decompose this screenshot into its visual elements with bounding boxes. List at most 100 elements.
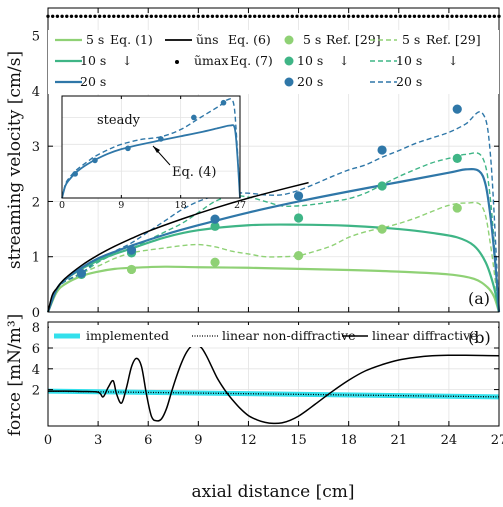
a-series-4-dot-51	[285, 14, 290, 18]
a-series-4-dot-61	[332, 14, 337, 18]
legend-20s-ref-swatch	[284, 77, 294, 87]
a-series-4-dot-93	[483, 14, 487, 18]
a-ytick-label-3: 3	[32, 140, 40, 155]
panel-b-ticks: 03691215182124272468	[32, 321, 503, 448]
b-ytick-label-0: 2	[32, 384, 40, 399]
legend-implemented-label: implemented	[86, 328, 169, 343]
inset-series-2-marker-4	[191, 114, 197, 121]
inset-ticks: 0 9 18 27	[59, 96, 246, 211]
inset-frame	[61, 95, 241, 199]
a-series-7-marker-4	[377, 145, 387, 155]
a-series-4-dot-44	[253, 14, 257, 18]
a-series-4-dot-75	[398, 14, 403, 18]
a-series-2-line	[46, 168, 501, 313]
a-series-4-dot-28	[177, 14, 182, 18]
b-xtick-label-6: 18	[340, 433, 357, 448]
inset-series-1-line	[61, 98, 241, 199]
a-ytick-label-0: 0	[32, 306, 40, 321]
a-series-4-dot-50	[281, 14, 285, 18]
a-series-4-dot-3	[60, 14, 64, 18]
y-axis-label-a: streaming velocity [cm/s]	[5, 51, 25, 269]
a-series-4-dot-57	[314, 14, 318, 18]
a-series-4-dot-71	[379, 14, 384, 18]
a-series-7-marker-3	[293, 191, 304, 201]
inset-xtick-label-1: 9	[118, 200, 124, 211]
legend-diff-label: linear diffractive	[372, 328, 478, 343]
a-series-4-dot-31	[191, 14, 196, 18]
a-series-4-dot-18	[130, 14, 135, 18]
panel-a-legend: 5 s Eq. (1) 10 s ↓ 20 s ũns Eq. (6) ũmax…	[48, 30, 499, 94]
a-series-6-marker-2	[210, 221, 220, 231]
a-series-6-marker-3	[293, 213, 304, 223]
a-series-4-dot-12	[102, 14, 107, 18]
legend-a-background	[48, 30, 499, 94]
panel-b-frame	[47, 321, 500, 427]
a-series-4-dot-43	[248, 14, 252, 18]
a-series-4-dot-2	[55, 14, 60, 18]
a-series-4-dot-36	[215, 14, 219, 18]
x-axis-label: axial distance [cm]	[192, 482, 355, 502]
panel-b-legend: implemented linear non-diffractive linea…	[49, 325, 498, 347]
a-series-3-line	[47, 181, 309, 313]
a-series-4-dot-14	[112, 14, 116, 18]
a-series-4-dot-15	[116, 14, 121, 18]
inset-series	[61, 98, 241, 199]
inset-xtick-label-2: 18	[175, 200, 187, 211]
legend-10s-ref-label: 10 s	[297, 53, 323, 68]
a-series-4-dot-54	[299, 14, 304, 18]
panel-a-frame	[47, 7, 500, 313]
a-series-4-dot-1	[50, 14, 55, 18]
a-series-4-dot-84	[440, 14, 445, 18]
legend-nondiff-label: linear non-diffractive	[222, 328, 355, 343]
inset-series-2-marker-3	[158, 136, 164, 142]
a-series-4-dot-29	[182, 14, 186, 18]
a-series-7-marker-0	[76, 268, 87, 278]
b-xtick-label-0: 0	[44, 433, 52, 448]
a-series-4-dot-39	[229, 14, 233, 18]
legend-20s-dashed-label: 20 s	[396, 74, 422, 89]
a-series-4-dot-53	[295, 14, 299, 18]
b-xtick-label-1: 3	[94, 433, 102, 448]
a-series-4-dot-48	[271, 14, 276, 18]
legend-5s-dashed-label: 5 s	[402, 32, 420, 47]
inset-series-2-markers	[72, 99, 227, 177]
a-series-4-dot-25	[163, 14, 168, 18]
a-series-4-dot-95	[492, 14, 497, 18]
a-series-4-dot-42	[243, 14, 248, 18]
a-series-4-dot-89	[464, 14, 468, 18]
panel-b-label: (b)	[468, 328, 491, 347]
a-series-4-dot-34	[206, 14, 210, 18]
a-series-4-dot-7	[79, 14, 83, 18]
b-xtick-label-8: 24	[441, 433, 458, 448]
b-series-2-line	[47, 343, 500, 425]
inset-series-2-marker-5	[220, 99, 227, 106]
a-series-4-dot-9	[88, 14, 92, 18]
a-series-4-dot-87	[455, 14, 459, 18]
inset-plot: 0 9 18 27 steady Eq. (4)	[59, 95, 246, 211]
a-series-4-dot-64	[346, 14, 351, 18]
a-series-4-dot-13	[107, 14, 111, 18]
a-series-4-dot-47	[267, 14, 271, 18]
a-series-4-dot-52	[290, 14, 294, 18]
a-series-4-dot-62	[337, 14, 341, 18]
a-series-4-dot-81	[426, 14, 431, 18]
a-series-4-dot-41	[238, 14, 243, 18]
inset-xtick-label-0: 0	[59, 200, 65, 211]
a-ytick-label-2: 2	[32, 195, 40, 210]
a-series-4-dot-46	[262, 14, 266, 18]
legend-uns-label: ũns	[196, 32, 219, 47]
a-ytick-label-5: 5	[32, 30, 40, 45]
a-series-4-dot-70	[375, 14, 379, 18]
a-series-4-dot-17	[126, 14, 130, 18]
a-series-4-dot-83	[436, 14, 440, 18]
a-series-4-dot-74	[393, 14, 398, 18]
a-series-4-dot-90	[469, 14, 473, 18]
legend-10s-dashed-label: 10 s	[396, 53, 422, 68]
a-series-7-marker-5	[452, 104, 462, 114]
b-ytick-label-3: 8	[32, 321, 40, 336]
a-series-4-dot-80	[422, 14, 426, 18]
a-series-4-dot-88	[459, 14, 464, 18]
a-series-5-marker-3	[293, 251, 304, 261]
a-series-4-dot-6	[74, 14, 78, 18]
a-series-4-dot-5	[69, 14, 74, 18]
